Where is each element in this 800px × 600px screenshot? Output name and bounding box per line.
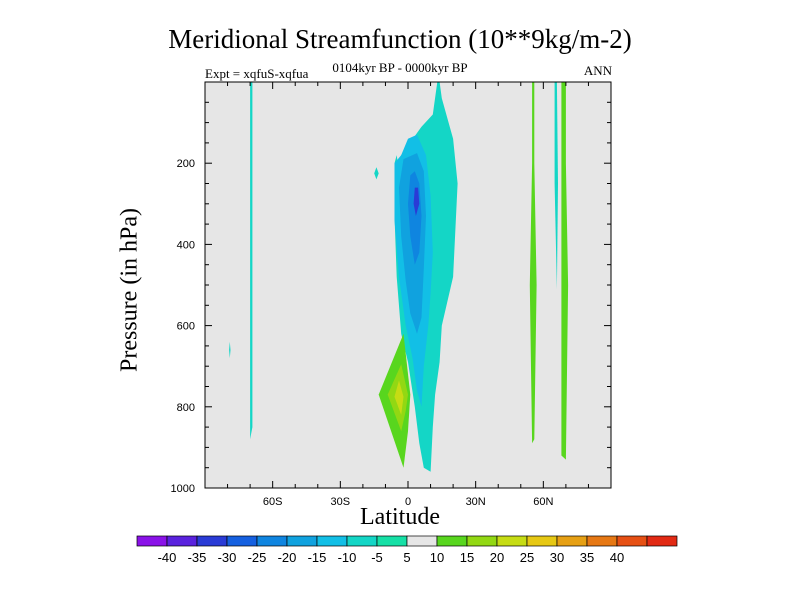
- y-tick-label: 400: [177, 239, 195, 251]
- negative-sliver-north: [554, 82, 558, 290]
- positive-band-north-b: [561, 82, 569, 460]
- colorbar-box: [136, 535, 168, 547]
- negative-sliver-south: [250, 82, 253, 440]
- colorbar-box: [526, 535, 558, 547]
- colorbar-box: [226, 535, 258, 547]
- x-tick-label: 0: [405, 496, 411, 508]
- x-tick-label: 30S: [331, 496, 351, 508]
- x-axis-label: Latitude: [360, 504, 440, 530]
- x-tick-label: 60S: [263, 496, 283, 508]
- colorbar-label: 30: [550, 550, 564, 565]
- negative-speck-a: [374, 167, 379, 180]
- negative-speck-b: [229, 341, 231, 359]
- colorbar-box: [616, 535, 648, 547]
- colorbar-box: [286, 535, 318, 547]
- colorbar-box: [466, 535, 498, 547]
- y-tick-label: 600: [177, 321, 195, 333]
- colorbar-box: [166, 535, 198, 547]
- chart-subtitle: 0104kyr BP - 0000kyr BP: [332, 60, 468, 75]
- colorbar-box: [436, 535, 468, 547]
- colorbar-box: [556, 535, 588, 547]
- colorbar-label: -10: [338, 550, 357, 565]
- colorbar: -40 -35 -30 -25 -20 -15 -10 -5 5 10 15 20 25 30 35 40: [136, 535, 678, 565]
- colorbar-label: -20: [278, 550, 297, 565]
- colorbar-label: -15: [308, 550, 327, 565]
- x-tick-label: 60N: [533, 496, 553, 508]
- season-label: ANN: [583, 63, 612, 78]
- colorbar-label: 20: [490, 550, 504, 565]
- colorbar-label: 5: [403, 550, 410, 565]
- colorbar-box: [376, 535, 408, 547]
- contour-regions: [229, 82, 569, 472]
- colorbar-label: 25: [520, 550, 534, 565]
- colorbar-label: 10: [430, 550, 444, 565]
- experiment-label: Expt = xqfuS-xqfua: [205, 66, 309, 81]
- colorbar-label: -25: [248, 550, 267, 565]
- colorbar-box: [256, 535, 288, 547]
- x-tick-label: 30N: [466, 496, 486, 508]
- negative-core-35: [413, 187, 420, 216]
- colorbar-label: -40: [158, 550, 177, 565]
- colorbar-box: [406, 535, 438, 547]
- colorbar-label: 15: [460, 550, 474, 565]
- colorbar-box: [496, 535, 528, 547]
- axes: 60S 30S 0 30N 60N 200 400 600 800 1000: [171, 82, 611, 508]
- colorbar-box: [196, 535, 228, 547]
- y-tick-label: 200: [177, 158, 195, 170]
- chart-title: Meridional Streamfunction (10**9kg/m-2): [168, 24, 632, 54]
- colorbar-label: -30: [218, 550, 237, 565]
- colorbar-box: [646, 535, 678, 547]
- colorbar-box: [346, 535, 378, 547]
- colorbar-label: -35: [188, 550, 207, 565]
- colorbar-box: [316, 535, 348, 547]
- colorbar-label: 40: [610, 550, 624, 565]
- colorbar-label: -5: [371, 550, 383, 565]
- colorbar-box: [586, 535, 618, 547]
- y-tick-label: 1000: [171, 483, 195, 495]
- colorbar-label: 35: [580, 550, 594, 565]
- positive-band-north-a: [529, 82, 537, 444]
- positive-core-15: [394, 380, 404, 415]
- y-tick-label: 800: [177, 402, 195, 414]
